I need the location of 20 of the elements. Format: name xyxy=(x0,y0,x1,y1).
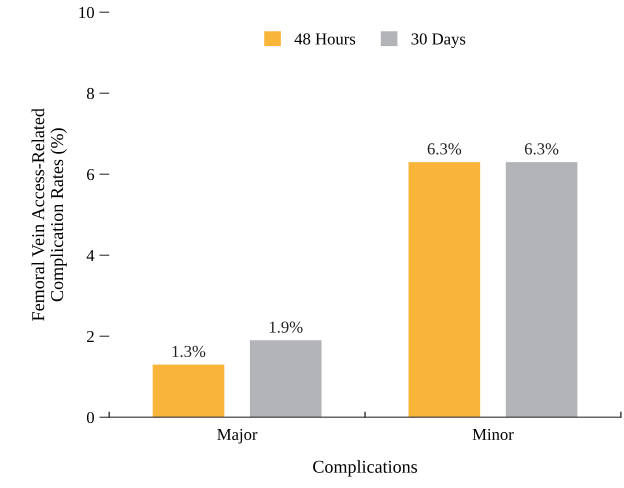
y-axis-title: Femoral Vein Access-Related Complication Rates (%) xyxy=(32,108,67,321)
bar xyxy=(152,364,224,418)
legend-label: 48 Hours xyxy=(294,33,356,45)
data-label: 6.3% xyxy=(428,143,462,155)
y-tick-label: 6 xyxy=(87,168,94,180)
x-tick-label: Major xyxy=(217,428,258,444)
y-tick-label: 8 xyxy=(86,88,94,100)
data-label: 6.3% xyxy=(524,143,558,155)
bar xyxy=(408,162,480,418)
bar xyxy=(250,340,322,418)
y-tick-label: 10 xyxy=(79,6,94,18)
bar xyxy=(506,162,578,418)
x-axis-title: Complications xyxy=(313,460,418,477)
y-tick-label: 2 xyxy=(87,330,94,342)
y-tick-label: 0 xyxy=(86,412,94,424)
legend-label: 30 Days xyxy=(412,33,466,48)
data-label: 1.3% xyxy=(172,346,206,358)
x-tick-label: Minor xyxy=(472,428,514,440)
data-label: 1.9% xyxy=(270,321,303,333)
y-tick-label: 4 xyxy=(86,250,94,262)
